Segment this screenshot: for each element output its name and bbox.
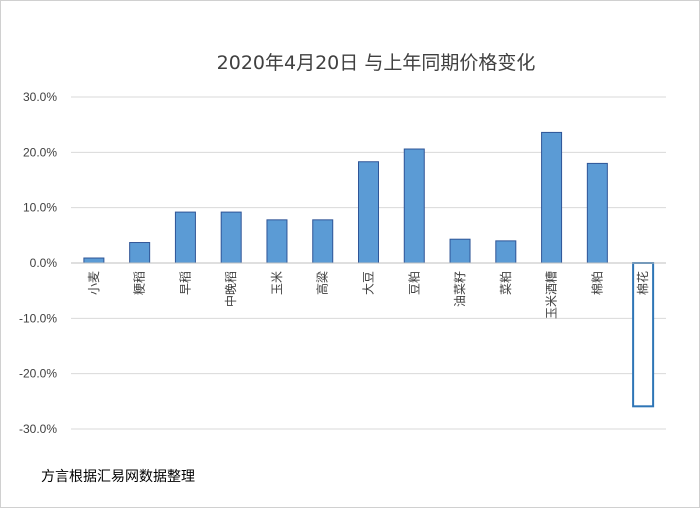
category-label: 油菜籽 [453, 271, 467, 307]
y-tick-label: 30.0% [23, 90, 57, 104]
bar-豆粕 [403, 148, 425, 264]
category-label: 早稻 [178, 271, 192, 295]
bar-小麦 [83, 257, 105, 264]
bar-大豆 [358, 161, 379, 264]
y-tick-label: -20.0% [19, 367, 57, 381]
bar-棉粕 [586, 162, 608, 264]
bar-油菜籽 [449, 238, 471, 264]
category-label: 中晚稻 [223, 271, 238, 307]
category-label: 棉粕 [589, 271, 604, 295]
bar-高粱 [312, 219, 334, 264]
category-label: 玉米酒糟 [544, 271, 559, 319]
category-label: 棉花 [635, 271, 650, 295]
bar-早稻 [174, 211, 196, 264]
category-label: 豆粕 [406, 271, 421, 295]
y-tick-label: 10.0% [23, 201, 57, 215]
category-label: 大豆 [362, 271, 376, 295]
bar-粳稻 [129, 242, 151, 264]
bar-玉米 [266, 219, 288, 264]
category-label: 粳稻 [133, 271, 147, 295]
bar-玉米酒糟 [541, 131, 563, 264]
category-label: 高粱 [315, 271, 330, 295]
y-tick-label: 0.0% [30, 256, 58, 270]
bar-菜粕 [495, 240, 517, 264]
y-tick-label: -30.0% [19, 422, 57, 436]
y-axis-ticks: 30.0% 20.0% 10.0% 0.0% -10.0% -20.0% -30.0% [19, 90, 57, 436]
y-tick-label: 20.0% [23, 145, 57, 159]
category-label: 玉米 [270, 271, 284, 295]
category-label: 小麦 [87, 271, 101, 295]
category-label: 菜粕 [498, 271, 513, 295]
bars [83, 131, 655, 408]
source-note: 方言根据汇易网数据整理 [41, 469, 195, 485]
category-labels: 小麦 粳稻 早稻 中晚稻 玉米 高粱 大豆 豆粕 油菜籽 菜粕 玉米酒糟 棉粕 棉花 [87, 271, 650, 319]
y-tick-label: -10.0% [19, 311, 57, 325]
bar-中晚稻 [220, 211, 242, 264]
chart-title: 2020年4月20日 与上年同期价格变化 [217, 52, 536, 74]
